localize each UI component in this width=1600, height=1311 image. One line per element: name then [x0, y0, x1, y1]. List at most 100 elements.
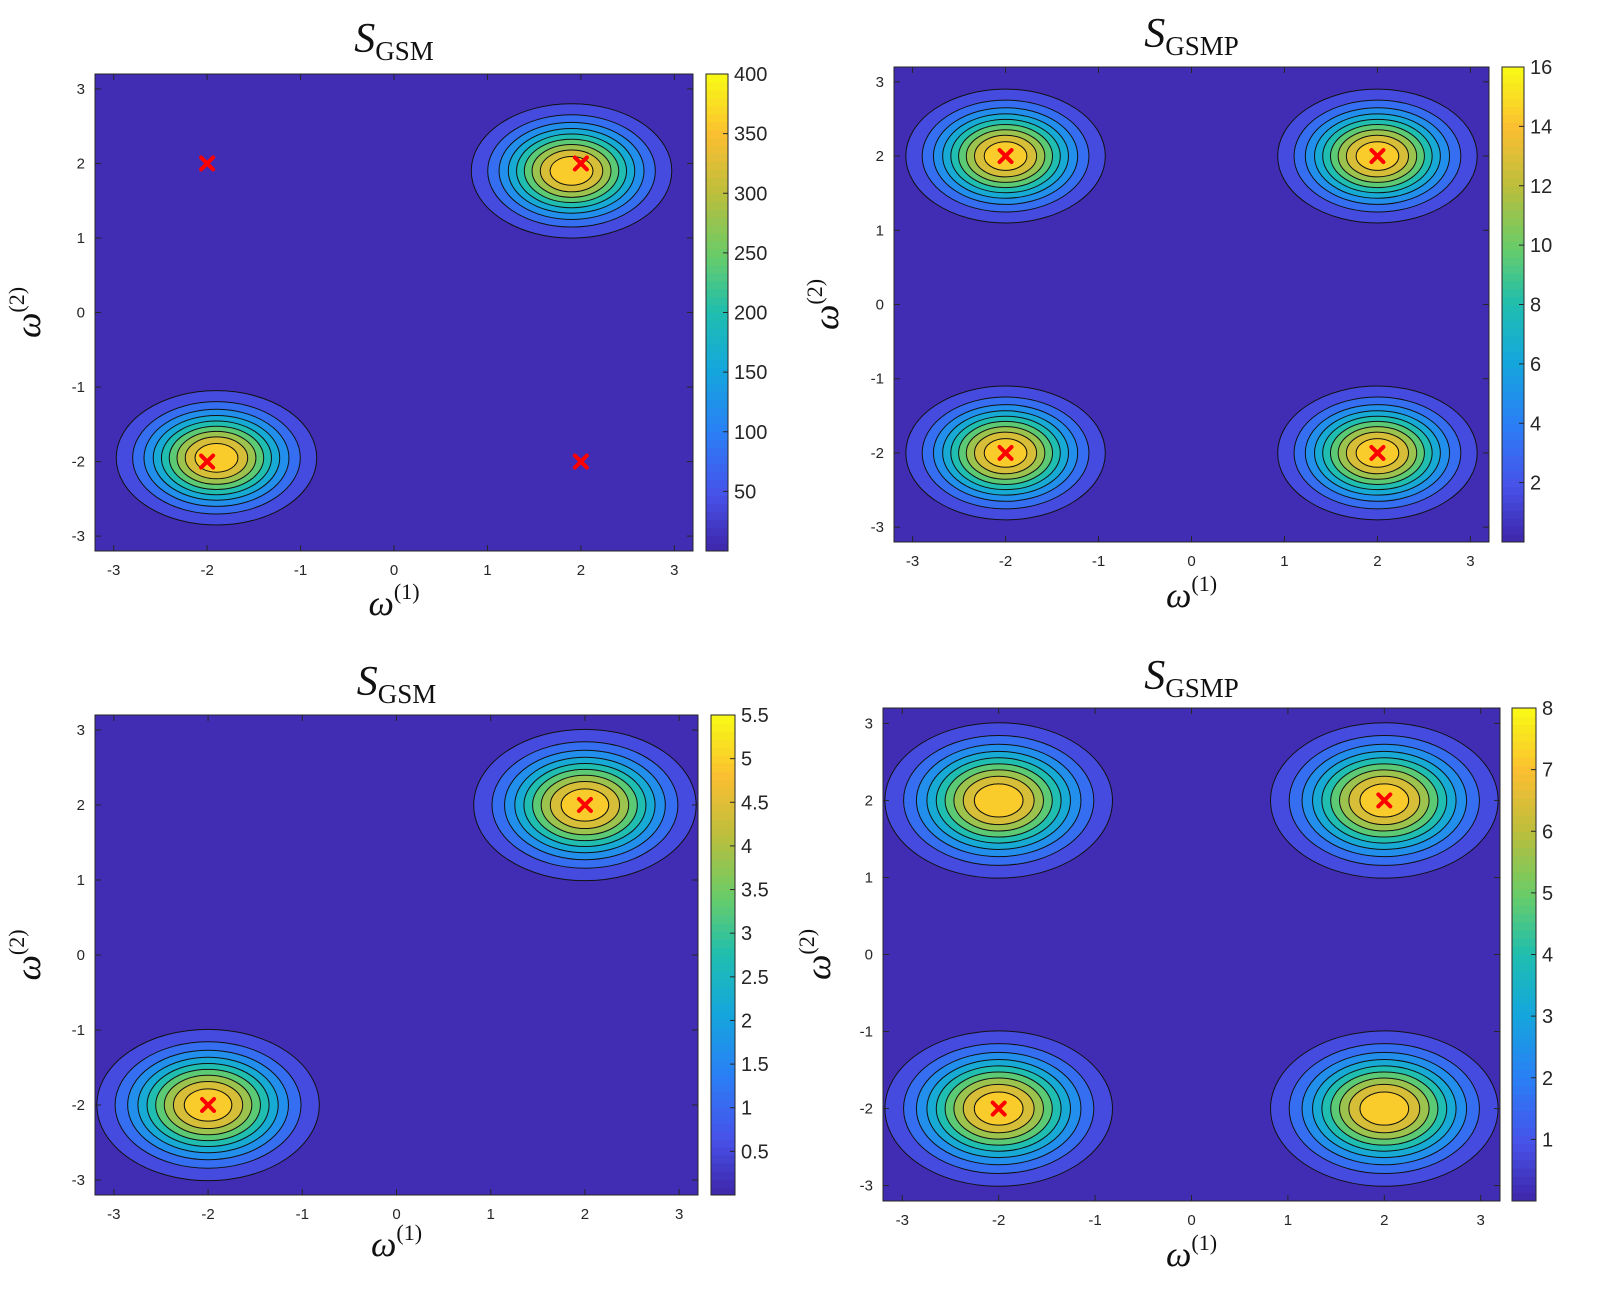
- colorbar-segment: [711, 1138, 735, 1148]
- marker-stroke: [572, 453, 589, 470]
- colorbar-tick-label: 14: [1530, 116, 1552, 138]
- colorbar-segment: [711, 1186, 735, 1196]
- colorbar-segment: [711, 1130, 735, 1140]
- colorbar-segment: [711, 818, 735, 828]
- colorbar-tick-label: 7: [1542, 760, 1553, 782]
- x-tick-label: 1: [1284, 1212, 1292, 1229]
- marker-x: [1369, 444, 1386, 461]
- colorbar-segment: [711, 1106, 735, 1116]
- colorbar-segment: [711, 1178, 735, 1188]
- colorbar-segment: [711, 1170, 735, 1180]
- colorbar-tick-label: 4: [1542, 945, 1553, 967]
- colorbar-segment: [1502, 359, 1524, 369]
- marker-x: [990, 1100, 1007, 1117]
- colorbar-segment: [706, 367, 728, 377]
- colorbar-segment: [711, 1058, 735, 1068]
- x-tick-label: 1: [487, 1206, 495, 1223]
- colorbar-segment: [711, 1162, 735, 1172]
- x-tick-label: -1: [296, 1206, 309, 1223]
- colorbar-segment: [1512, 748, 1536, 758]
- colorbar-segment: [711, 970, 735, 980]
- colorbar-segment: [711, 1082, 735, 1092]
- colorbar-segment: [1512, 707, 1536, 717]
- colorbar-segment: [706, 256, 728, 266]
- colorbar-segment: [1512, 1110, 1536, 1120]
- x-tick-label: 3: [1466, 553, 1474, 570]
- y-tick-label: 2: [876, 148, 884, 165]
- colorbar-segment: [1502, 438, 1524, 448]
- colorbar-segment: [706, 137, 728, 147]
- colorbar-segment: [711, 778, 735, 788]
- colorbar-segment: [1512, 855, 1536, 865]
- contour-peak: [470, 103, 673, 239]
- colorbar-segment: [1502, 169, 1524, 179]
- chart-title: SGSM: [354, 16, 434, 66]
- colorbar-segment: [711, 1154, 735, 1164]
- x-tick-label: -1: [1092, 553, 1105, 570]
- colorbar-segment: [706, 160, 728, 170]
- colorbar-segment: [706, 510, 728, 520]
- x-tick-label: -2: [200, 562, 213, 579]
- y-tick-label: 0: [865, 947, 873, 964]
- colorbar-segment: [1502, 121, 1524, 131]
- colorbar-segment: [706, 431, 728, 441]
- marker-x: [199, 155, 216, 172]
- colorbar-tick-label: 400: [734, 64, 767, 86]
- colorbar-segment: [706, 526, 728, 536]
- marker-stroke: [990, 1100, 1007, 1117]
- colorbar-segment: [1502, 486, 1524, 495]
- colorbar-segment: [1512, 921, 1536, 931]
- colorbar-segment: [706, 518, 728, 528]
- chart-panel: -3 -2 -1 0 1 2 3-3-2-1012350100150200250300350…: [4, 16, 767, 623]
- colorbar: 1 2 3 4 5 6 7 8: [1511, 698, 1553, 1202]
- x-tick-label: -2: [999, 553, 1012, 570]
- colorbar: 0.5 1 1.5 2 2.5 3 3.5 4 4.5 5 5.5: [710, 705, 769, 1196]
- colorbar-segment: [706, 486, 728, 496]
- colorbar-segment: [706, 502, 728, 512]
- colorbar-segment: [711, 922, 735, 932]
- colorbar-segment: [1502, 129, 1524, 139]
- colorbar-segment: [1512, 781, 1536, 791]
- contour-peak: [115, 390, 318, 526]
- marker-x: [200, 1097, 217, 1113]
- colorbar-segment: [706, 463, 728, 472]
- colorbar-segment: [1502, 114, 1524, 123]
- marker-x: [572, 453, 589, 470]
- colorbar-segment: [1512, 904, 1536, 914]
- colorbar-segment: [1502, 311, 1524, 321]
- colorbar-segment: [706, 224, 728, 234]
- colorbar-segment: [711, 986, 735, 996]
- colorbar-segment: [711, 906, 735, 916]
- colorbar-segment: [1502, 406, 1524, 416]
- colorbar-segment: [706, 447, 728, 457]
- colorbar-segment: [711, 1002, 735, 1012]
- colorbar-tick-label: 16: [1530, 57, 1552, 79]
- colorbar-segment: [706, 534, 728, 544]
- marker-x: [199, 453, 216, 470]
- colorbar-segment: [1502, 248, 1524, 258]
- chart-title: SGSM: [357, 659, 437, 709]
- colorbar-segment: [711, 1146, 735, 1156]
- colorbar-segment: [1502, 66, 1524, 76]
- y-tick-label: -3: [871, 519, 884, 536]
- y-tick-label: -3: [860, 1178, 873, 1195]
- colorbar-segment: [706, 359, 728, 369]
- colorbar-segment: [1502, 478, 1524, 488]
- colorbar-segment: [1502, 414, 1524, 424]
- colorbar-segment: [711, 1114, 735, 1124]
- contour-peak: [1270, 1030, 1499, 1187]
- colorbar-segment: [1502, 280, 1524, 290]
- colorbar-tick-label: 3: [741, 923, 752, 945]
- y-tick-label: 2: [77, 155, 85, 172]
- colorbar-segment: [706, 327, 728, 337]
- colorbar-tick-label: 0.5: [741, 1141, 769, 1163]
- colorbar-segment: [1512, 1134, 1536, 1144]
- x-tick-label: 3: [670, 562, 678, 579]
- colorbar-segment: [1512, 1011, 1536, 1021]
- colorbar-segment: [706, 296, 728, 306]
- marker-x: [576, 797, 593, 813]
- colorbar-segment: [1502, 153, 1524, 163]
- colorbar-tick-label: 4.5: [741, 792, 769, 814]
- colorbar-segment: [706, 542, 728, 552]
- colorbar-segment: [706, 153, 728, 162]
